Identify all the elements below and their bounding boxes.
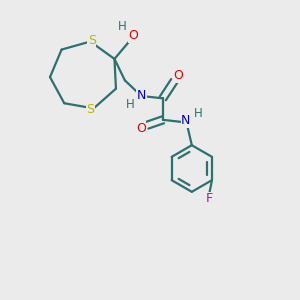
Text: N: N bbox=[181, 114, 190, 127]
Text: H: H bbox=[126, 98, 134, 111]
Text: S: S bbox=[88, 34, 96, 46]
Text: H: H bbox=[194, 107, 202, 120]
Text: S: S bbox=[87, 103, 94, 116]
Text: O: O bbox=[128, 29, 138, 42]
Text: H: H bbox=[118, 20, 127, 34]
Text: O: O bbox=[136, 122, 146, 135]
Text: N: N bbox=[137, 89, 146, 103]
Text: O: O bbox=[174, 69, 184, 82]
Text: F: F bbox=[206, 192, 213, 205]
